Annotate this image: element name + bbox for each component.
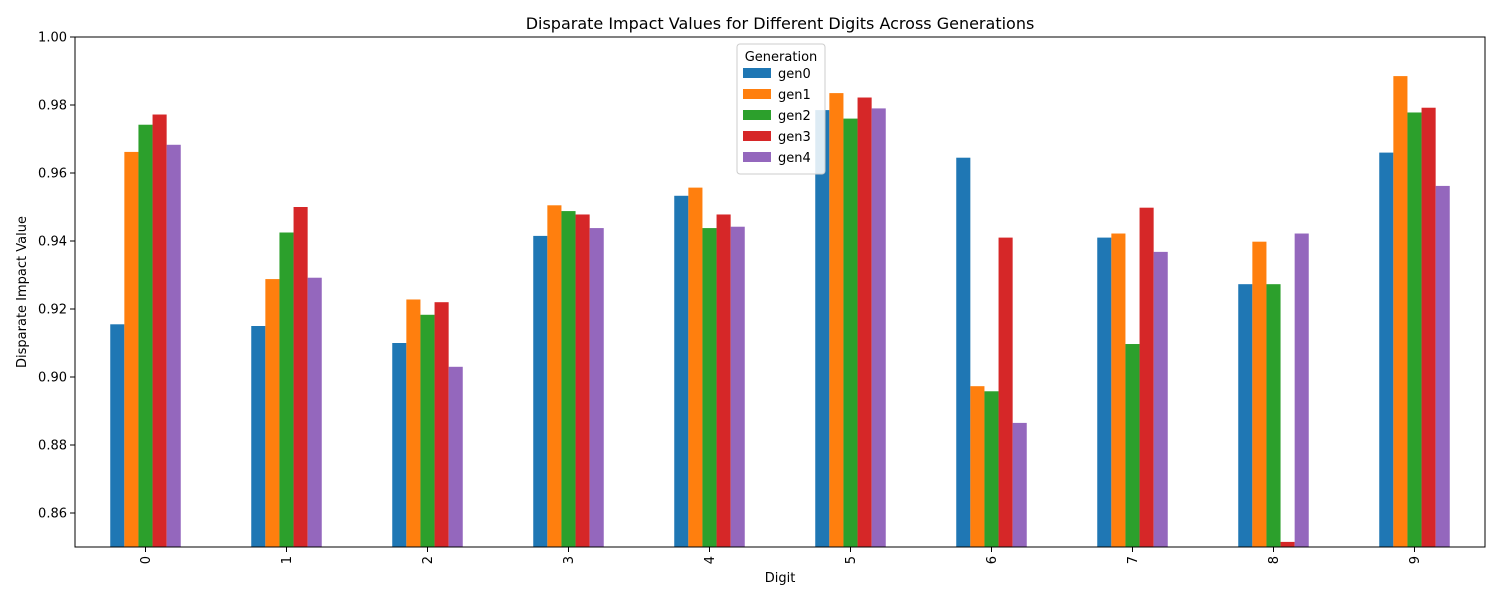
y-tick-label: 0.92 <box>38 303 67 318</box>
bar-gen0-digit-6 <box>956 157 971 547</box>
legend-swatch-gen0 <box>743 68 771 78</box>
x-tick-label: 6 <box>985 556 1000 564</box>
bar-gen3-digit-0 <box>152 114 167 548</box>
chart-title: Disparate Impact Values for Different Di… <box>526 14 1035 33</box>
y-tick-label: 0.88 <box>38 439 67 454</box>
bar-gen1-digit-8 <box>1252 241 1267 547</box>
bar-gen4-digit-3 <box>589 228 604 547</box>
bar-gen0-digit-7 <box>1097 237 1112 547</box>
bar-gen4-digit-9 <box>1435 185 1450 548</box>
bar-gen0-digit-4 <box>674 195 689 547</box>
bar-gen4-digit-6 <box>1012 422 1027 547</box>
legend-label-gen1: gen1 <box>778 88 811 103</box>
bar-gen2-digit-2 <box>420 314 435 547</box>
bar-gen1-digit-4 <box>688 187 703 547</box>
x-tick-label: 5 <box>844 556 859 564</box>
legend-label-gen2: gen2 <box>778 109 811 124</box>
bar-gen3-digit-8 <box>1280 541 1295 547</box>
bar-gen2-digit-8 <box>1266 284 1281 547</box>
bar-gen2-digit-5 <box>843 118 858 547</box>
bar-gen1-digit-3 <box>547 205 562 548</box>
bar-gen0-digit-9 <box>1379 152 1394 547</box>
legend-swatch-gen2 <box>743 110 771 120</box>
bar-gen4-digit-5 <box>871 108 886 548</box>
bar-gen3-digit-4 <box>716 214 731 548</box>
bar-gen4-digit-4 <box>730 226 745 547</box>
bar-gen3-digit-3 <box>575 214 590 548</box>
bar-gen0-digit-0 <box>110 324 125 547</box>
bar-gen1-digit-7 <box>1111 233 1126 547</box>
bar-gen0-digit-1 <box>251 326 266 547</box>
legend-swatch-gen4 <box>743 152 771 162</box>
bar-gen2-digit-6 <box>984 391 999 547</box>
plot-frame <box>74 36 1486 548</box>
x-tick-label: 0 <box>139 556 154 564</box>
bar-gen1-digit-6 <box>970 386 985 547</box>
x-tick-label: 1 <box>280 556 295 564</box>
bar-gen0-digit-3 <box>533 235 548 547</box>
bar-gen4-digit-0 <box>166 144 181 547</box>
legend-label-gen4: gen4 <box>778 151 811 166</box>
bar-gen4-digit-8 <box>1294 233 1309 547</box>
legend-swatch-gen1 <box>743 89 771 99</box>
bar-gen3-digit-2 <box>434 302 449 547</box>
bar-gen1-digit-9 <box>1393 76 1408 547</box>
x-tick-label: 7 <box>1126 556 1141 564</box>
bar-gen0-digit-2 <box>392 343 407 547</box>
y-tick-label: 0.86 <box>38 507 67 522</box>
bar-gen3-digit-6 <box>998 237 1013 547</box>
bar-gen2-digit-1 <box>279 232 294 547</box>
bar-gen1-digit-5 <box>829 93 844 547</box>
bar-gen2-digit-9 <box>1407 112 1422 547</box>
bar-gen3-digit-5 <box>857 97 872 548</box>
bar-gen2-digit-3 <box>561 211 576 547</box>
bar-gen2-digit-0 <box>138 124 153 547</box>
x-tick-label: 2 <box>421 556 436 564</box>
legend-label-gen3: gen3 <box>778 130 811 145</box>
bar-gen4-digit-1 <box>307 277 322 547</box>
y-axis: 0.86 0.88 0.90 0.92 0.94 0.96 0.98 1.00 <box>38 31 75 522</box>
bar-gen1-digit-1 <box>265 279 280 547</box>
bar-gen2-digit-7 <box>1125 344 1140 547</box>
bars-group <box>110 76 1450 548</box>
bar-gen3-digit-9 <box>1421 107 1436 547</box>
y-tick-label: 0.98 <box>38 99 67 114</box>
bar-gen4-digit-7 <box>1153 251 1168 547</box>
bar-gen3-digit-7 <box>1139 207 1154 547</box>
x-axis-label: Digit <box>765 571 796 586</box>
bar-gen3-digit-1 <box>293 207 308 547</box>
bar-gen1-digit-2 <box>406 299 421 547</box>
x-tick-label: 3 <box>562 556 577 564</box>
y-tick-label: 0.90 <box>38 371 67 386</box>
y-tick-label: 1.00 <box>38 31 67 46</box>
bar-gen0-digit-8 <box>1238 284 1253 547</box>
y-axis-label: Disparate Impact Value <box>15 216 30 368</box>
bar-gen0-digit-5 <box>815 110 830 547</box>
x-tick-label: 8 <box>1267 556 1282 564</box>
legend-swatch-gen3 <box>743 131 771 141</box>
bar-gen4-digit-2 <box>448 366 463 547</box>
bar-gen1-digit-0 <box>124 151 139 548</box>
y-tick-label: 0.96 <box>38 167 67 182</box>
legend-title: Generation <box>745 50 818 65</box>
bar-gen2-digit-4 <box>702 228 717 547</box>
x-axis: 0 1 2 3 4 5 6 7 8 9 <box>139 547 1423 564</box>
x-tick-label: 4 <box>703 556 718 564</box>
legend: Generation gen0 gen1 gen2 gen3 gen4 <box>736 43 826 175</box>
y-tick-label: 0.94 <box>38 235 67 250</box>
legend-items: gen0 gen1 gen2 gen3 gen4 <box>743 67 811 166</box>
x-tick-label: 9 <box>1408 556 1423 564</box>
legend-label-gen0: gen0 <box>778 67 811 82</box>
